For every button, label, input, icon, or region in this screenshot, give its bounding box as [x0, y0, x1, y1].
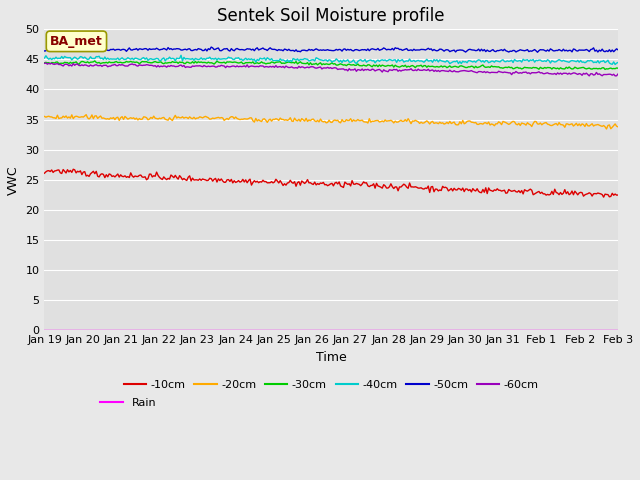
Y-axis label: VWC: VWC — [7, 165, 20, 195]
Legend: Rain: Rain — [96, 393, 161, 412]
X-axis label: Time: Time — [316, 351, 347, 364]
Title: Sentek Soil Moisture profile: Sentek Soil Moisture profile — [218, 7, 445, 25]
Text: BA_met: BA_met — [50, 35, 103, 48]
